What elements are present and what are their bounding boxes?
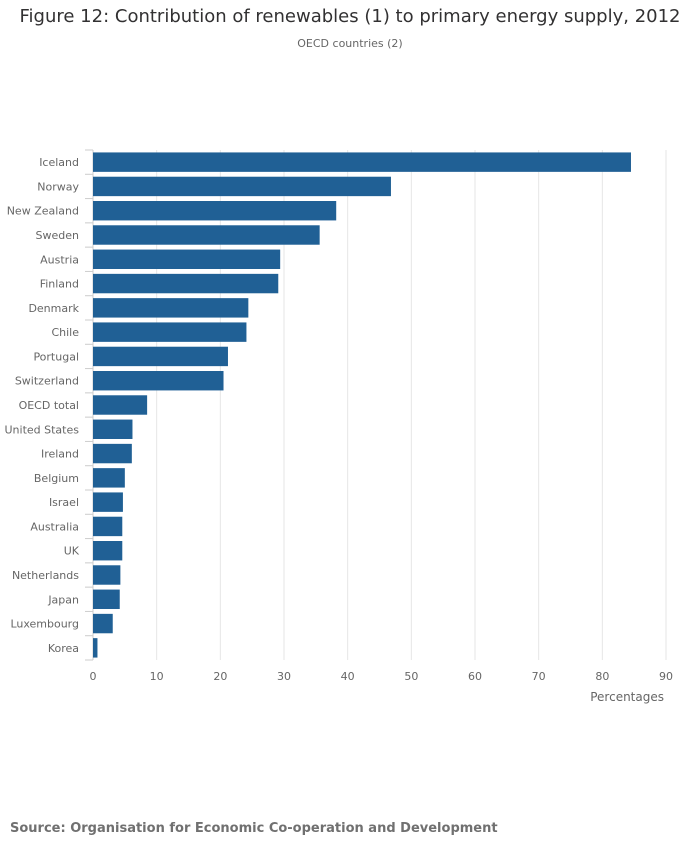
x-tick-label: 30 (277, 670, 291, 683)
x-tick-label: 40 (341, 670, 355, 683)
bar-finland (93, 273, 279, 294)
x-tick-label: 70 (532, 670, 546, 683)
category-label: Luxembourg (10, 618, 79, 631)
bar-switzerland (93, 371, 224, 391)
source-note: Source: Organisation for Economic Co-ope… (10, 821, 498, 836)
bar-portugal (93, 346, 228, 367)
category-label: New Zealand (7, 205, 79, 218)
category-labels: Iceland Norway New Zealand Sweden Austria Fin… (5, 156, 80, 655)
bar-denmark (93, 298, 249, 318)
x-tick-label: 10 (150, 670, 164, 683)
bar-ireland (93, 443, 132, 464)
category-label: Norway (37, 180, 79, 193)
bar-israel (93, 492, 123, 512)
bar-united-states (93, 419, 133, 439)
x-tick-label: 80 (595, 670, 609, 683)
category-label: Korea (48, 642, 79, 655)
category-label: Finland (40, 278, 79, 291)
bar-japan (93, 589, 120, 609)
category-label: Denmark (28, 302, 79, 315)
bar-australia (93, 516, 123, 537)
bar-oecd-total (93, 395, 148, 415)
bar-sweden (93, 225, 320, 245)
bar-austria (93, 249, 281, 269)
chart-subtitle: OECD countries (2) (297, 37, 403, 50)
category-label: Sweden (36, 229, 79, 242)
category-label: Israel (49, 496, 79, 509)
bars (93, 152, 631, 658)
category-label: Belgium (34, 472, 79, 485)
bar-chile (93, 322, 247, 342)
category-label: Switzerland (15, 375, 79, 388)
category-label: Ireland (41, 448, 79, 461)
bar-new-zealand (93, 201, 337, 221)
category-label: United States (5, 423, 80, 436)
bar-uk (93, 541, 123, 561)
category-label: Iceland (39, 156, 79, 169)
category-label: Austria (40, 253, 79, 266)
x-axis-title: Percentages (590, 690, 664, 704)
category-label: Japan (47, 593, 79, 606)
bar-korea (93, 638, 98, 658)
bar-norway (93, 176, 391, 197)
x-tick-label: 60 (468, 670, 482, 683)
x-tick-label: 50 (404, 670, 418, 683)
category-label: OECD total (19, 399, 79, 412)
category-label: Portugal (33, 350, 79, 363)
category-label: Australia (30, 520, 79, 533)
x-tick-label: 20 (213, 670, 227, 683)
bar-netherlands (93, 565, 121, 585)
bar-iceland (93, 152, 631, 172)
category-label: Netherlands (12, 569, 79, 582)
bar-luxembourg (93, 613, 113, 634)
x-tick-label: 0 (90, 670, 97, 683)
chart-title: Figure 12: Contribution of renewables (1… (19, 6, 681, 27)
x-axis-ticks: 0 10 20 30 40 50 60 70 80 90 (90, 670, 674, 683)
x-tick-label: 90 (659, 670, 673, 683)
category-label: UK (64, 545, 80, 558)
bar-belgium (93, 468, 125, 488)
category-label: Chile (51, 326, 79, 339)
